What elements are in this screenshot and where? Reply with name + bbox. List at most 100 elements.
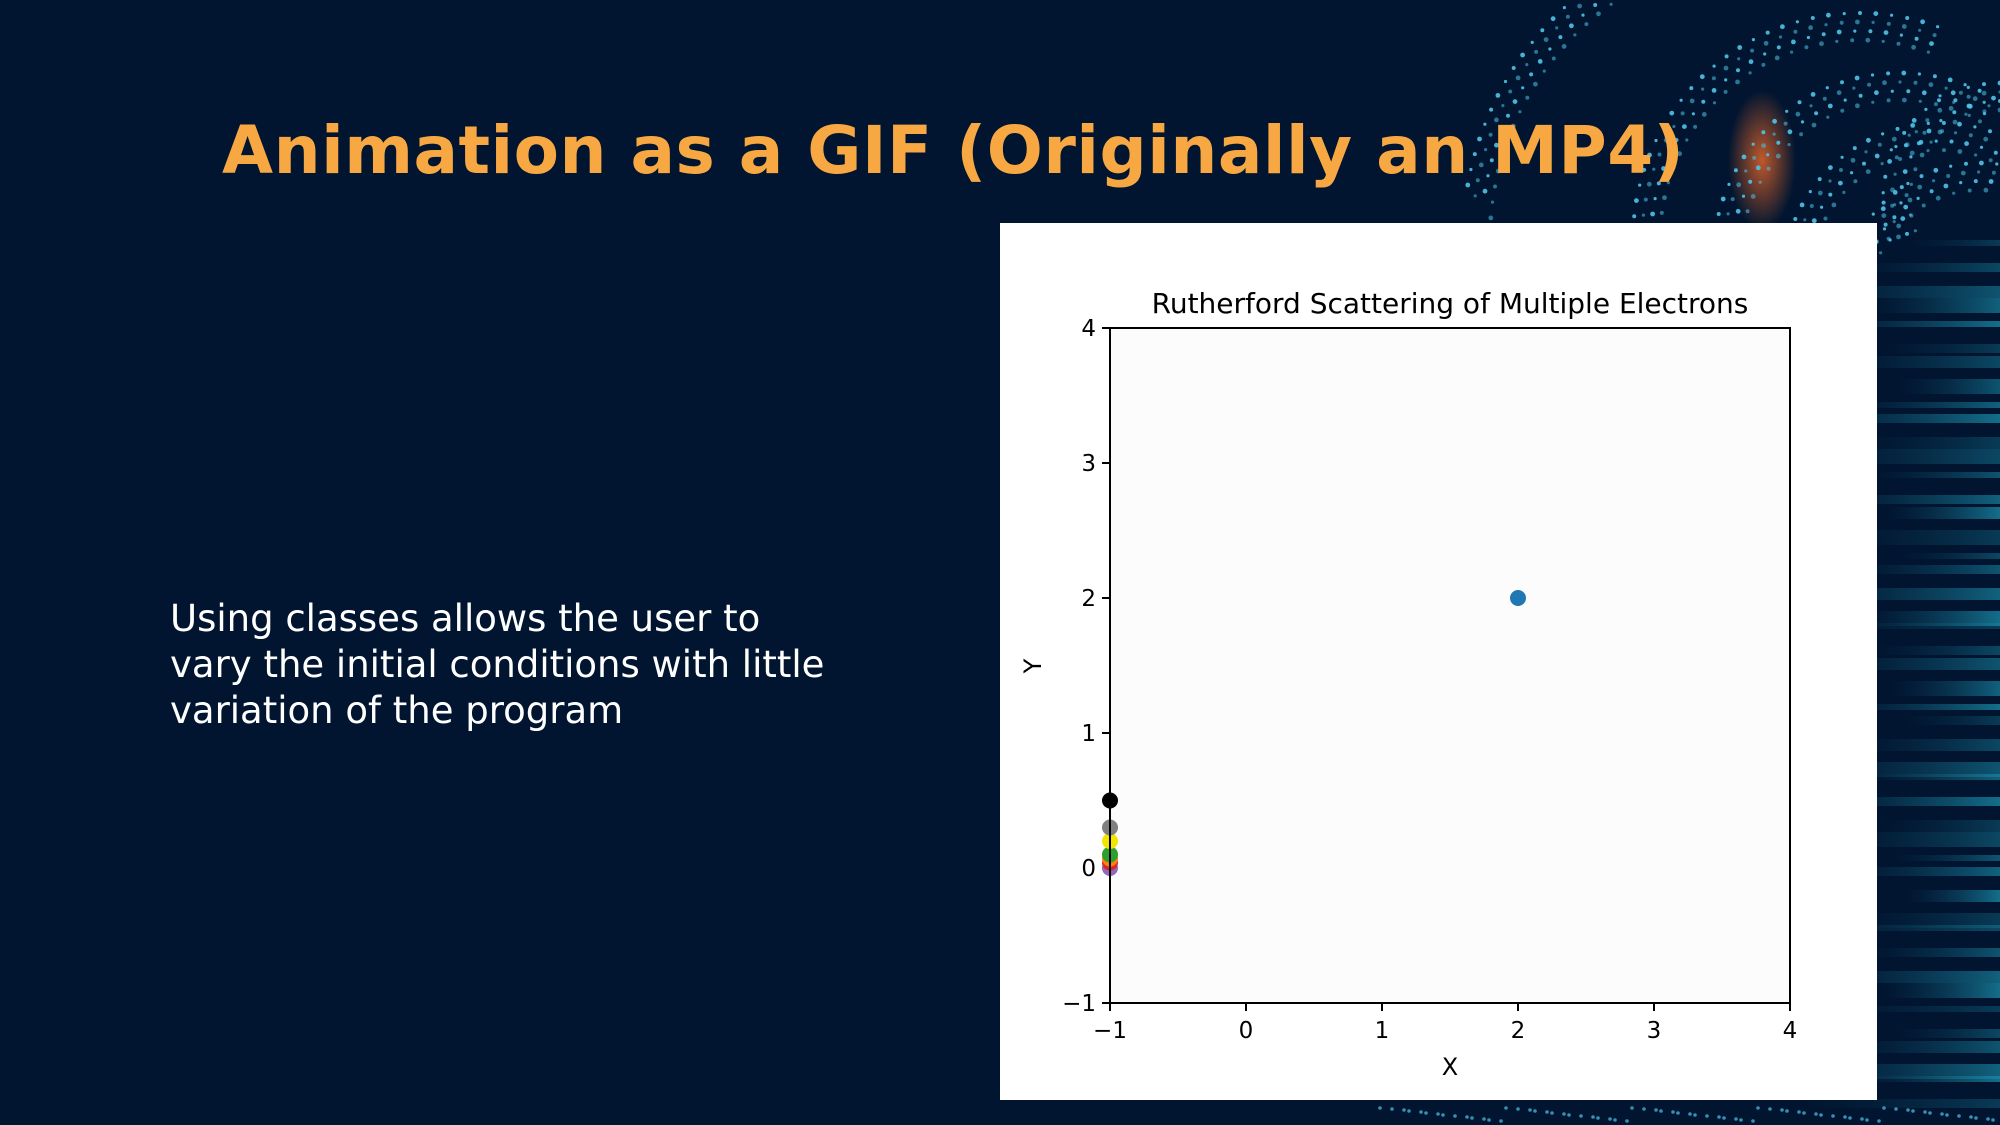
particle-dot [1828,165,1833,171]
particle-dot [1482,1117,1486,1121]
particle-dot [1608,1117,1612,1121]
particle-dot [1839,168,1843,172]
particle-dot [1638,183,1642,187]
particle-dot [1723,65,1729,71]
particle-dot [1693,124,1698,129]
particle-dot [1811,122,1817,128]
streak-line [1813,797,2000,806]
particle-dot [1761,62,1766,67]
streak-line [1805,1099,2000,1108]
particle-dot [1475,178,1480,183]
particle-dot [1896,223,1902,229]
particle-dot [1596,11,1601,17]
particle-dot [1858,93,1863,98]
particle-dot [1973,179,1978,184]
particle-dot [1515,75,1521,81]
data-point-series-0 [1510,590,1526,606]
particle-dot [1892,215,1897,220]
particle-dot [1663,137,1669,143]
particle-dot [1882,1106,1886,1110]
particle-dot [1864,150,1868,154]
particle-dot [1880,162,1884,166]
particle-dot [1874,90,1879,96]
particle-dot [1776,140,1781,145]
particle-dot [1691,112,1695,116]
particle-dot [1780,24,1785,30]
particle-dot [1900,216,1906,222]
particle-dot [1581,13,1585,17]
particle-dot [1909,182,1913,186]
particle-dot [1772,132,1776,136]
particle-dot [1865,1118,1869,1122]
particle-dot [1774,55,1780,61]
particle-dot [1853,29,1857,33]
particle-dot [1867,82,1872,87]
particle-dot [1952,119,1958,125]
particle-dot [1966,85,1970,89]
y-tick-label: 0 [1081,856,1096,882]
particle-dot [1761,143,1766,149]
particle-dot [1913,80,1918,85]
particle-dot [1699,74,1705,80]
particle-dot [1561,44,1567,49]
particle-dot [1966,94,1971,99]
particle-dot [1493,184,1497,189]
particle-dot [1865,169,1871,175]
particle-dot [1530,40,1534,45]
particle-dot [1877,142,1882,147]
particle-dot [1843,98,1847,102]
particle-dot [1745,209,1750,214]
streak-line [1899,379,2000,394]
chart-panel: Rutherford Scattering of Multiple Electr… [1000,223,1877,1100]
particle-dot [1751,1119,1755,1123]
particle-dot [1799,202,1805,208]
x-tick-label: 0 [1239,1018,1254,1044]
particle-dot [1436,1112,1440,1116]
particle-dot [1487,1118,1491,1122]
particle-dot [1562,1112,1566,1116]
particle-dot [1809,204,1814,208]
particle-dot [1886,98,1891,103]
particle-dot [1957,149,1963,154]
particle-dot [1853,179,1858,184]
streak-line [1793,414,2000,423]
particle-dot [1969,1115,1973,1119]
particle-dot [1736,182,1742,188]
particle-dot [1716,212,1721,216]
particle-dot [1565,14,1570,19]
particle-dot [1898,157,1903,161]
plot-frame [1109,327,1791,1004]
particle-dot [1787,143,1791,147]
particle-dot [1932,74,1937,79]
particle-dot [1506,113,1510,118]
streak-line [1874,472,2000,478]
particle-dot [1402,1108,1406,1112]
particle-dot [1937,98,1941,103]
particle-dot [1843,1115,1847,1119]
particle-dot [1918,99,1922,103]
particle-dot [1909,150,1915,156]
particle-dot [1911,118,1917,123]
particle-dot [1840,108,1845,113]
particle-dot [1902,130,1907,135]
particle-dot [1727,182,1731,186]
particle-dot [1988,179,1994,184]
particle-dot [1662,195,1667,201]
particle-dot [1952,100,1956,104]
particle-dot [1928,1111,1932,1115]
particle-dot [1991,1118,1995,1122]
particle-dot [1682,124,1687,129]
particle-dot [1378,1106,1382,1110]
particle-dot [1916,141,1921,146]
particle-dot [1465,182,1471,188]
streak-line [1910,240,2000,246]
particle-dot [1573,33,1577,37]
particle-dot [1825,86,1829,90]
particle-dot [1407,1109,1411,1113]
particle-dot [1974,1116,1978,1120]
particle-dot [1671,1110,1675,1114]
particle-dot [1808,25,1813,31]
particle-dot [1991,170,1996,175]
particle-dot [1907,133,1911,137]
particle-dot [1766,153,1770,157]
